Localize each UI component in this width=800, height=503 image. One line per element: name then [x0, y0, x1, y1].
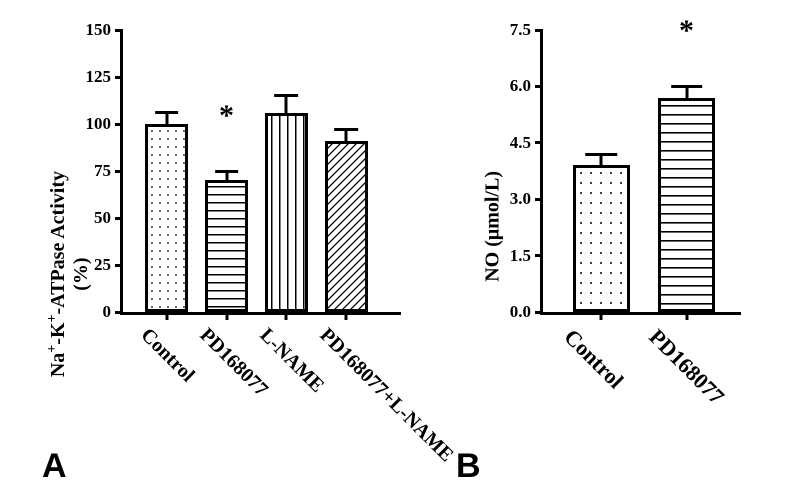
panel-b-plot: NO (μmol/L) 0.01.53.04.56.07.5ControlPD1… [540, 30, 741, 315]
category-label: PD168077+L-NAME [315, 324, 458, 467]
xtick [685, 312, 688, 320]
ytick [535, 311, 543, 314]
ytick [115, 170, 123, 173]
ytick-label: 1.5 [510, 246, 531, 266]
panel-a: Na+-K+-ATPase Activity(%) 0 25 50 75 100 125 1… [36, 10, 436, 480]
ytick [115, 29, 123, 32]
ytick-label: 0.0 [510, 302, 531, 322]
xtick [165, 312, 168, 320]
panel-b-letter: B [456, 447, 481, 486]
panel-a-ylabel: Na+-K+-ATPase Activity(%) [45, 171, 93, 377]
ytick-label: 25 [94, 255, 111, 275]
significance-star: * [219, 99, 234, 133]
category-label: Control [135, 324, 198, 387]
bar [205, 180, 248, 312]
bar [658, 98, 715, 312]
errorbar-line [600, 154, 603, 165]
xtick [285, 312, 288, 320]
ytick-label: 125 [86, 67, 112, 87]
errorbar-cap [586, 153, 618, 156]
ytick-label: 4.5 [510, 133, 531, 153]
ytick [535, 29, 543, 32]
errorbar-line [685, 86, 688, 97]
ytick-label: 3.0 [510, 189, 531, 209]
ytick [115, 76, 123, 79]
errorbar-cap [671, 85, 703, 88]
category-label: Control [559, 324, 629, 394]
panel-b-ylabel: NO (μmol/L) [482, 171, 505, 282]
significance-star: * [679, 14, 694, 48]
ytick [535, 198, 543, 201]
errorbar-cap [155, 111, 179, 114]
ytick [535, 254, 543, 257]
errorbar-line [285, 96, 288, 113]
xtick [600, 312, 603, 320]
errorbar-line [345, 130, 348, 141]
ytick-label: 50 [94, 208, 111, 228]
ytick [535, 141, 543, 144]
figure: Na+-K+-ATPase Activity(%) 0 25 50 75 100 125 1… [0, 0, 800, 503]
panel-a-plot: Na+-K+-ATPase Activity(%) 02550751001251… [120, 30, 401, 315]
xtick [345, 312, 348, 320]
errorbar-cap [215, 170, 239, 173]
errorbar-cap [334, 128, 358, 131]
bar [145, 124, 188, 312]
category-label: PD168077 [644, 324, 730, 410]
ytick [115, 217, 123, 220]
ytick [115, 264, 123, 267]
panel-a-letter: A [42, 447, 67, 486]
ytick [535, 85, 543, 88]
ytick-label: 0 [103, 302, 112, 322]
bar [573, 165, 630, 312]
ytick-label: 7.5 [510, 20, 531, 40]
ytick [115, 123, 123, 126]
ytick-label: 6.0 [510, 76, 531, 96]
ytick-label: 75 [94, 161, 111, 181]
errorbar-cap [274, 94, 298, 97]
errorbar-line [165, 113, 168, 124]
bar [325, 141, 368, 312]
bar [265, 113, 308, 312]
ytick-label: 150 [86, 20, 112, 40]
panel-b: NO (μmol/L) 0.0 1.5 3.0 4.5 6.0 7.5 ControlPD1… [450, 10, 790, 480]
xtick [225, 312, 228, 320]
ytick-label: 100 [86, 114, 112, 134]
ytick [115, 311, 123, 314]
